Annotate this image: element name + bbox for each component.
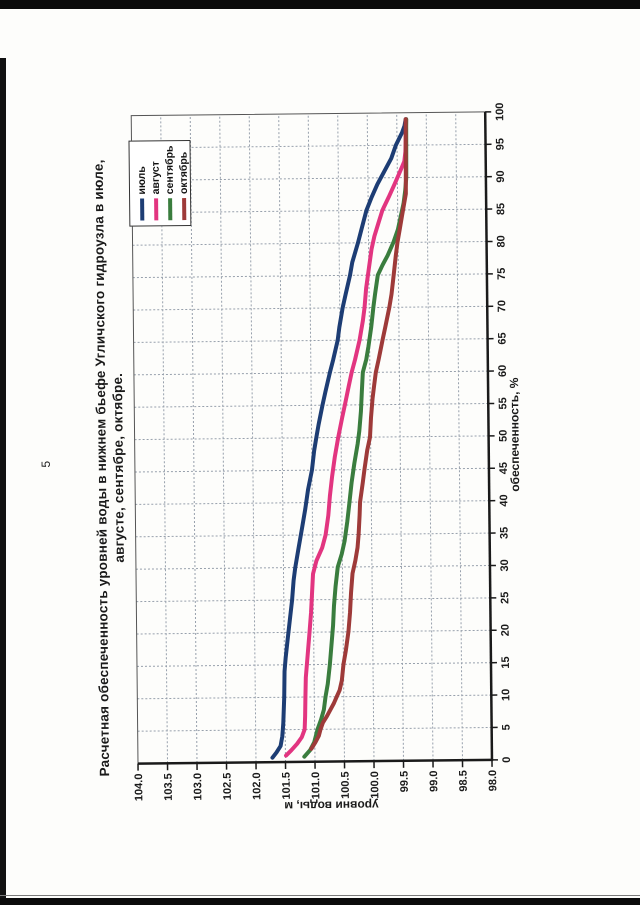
gridline-horizontal (307, 113, 316, 762)
x-tick-label: 95 (494, 138, 506, 150)
y-tick-label: 100.5 (340, 771, 352, 799)
scan-edge-top (0, 0, 640, 9)
x-tick-label: 10 (500, 689, 512, 701)
legend-label: сентябрь (163, 145, 176, 195)
legend-box: июль август сентябрь октябрь (128, 140, 192, 227)
x-tick-label: 40 (498, 494, 510, 506)
x-tick-label: 65 (497, 332, 509, 344)
x-tick-label: 80 (495, 235, 507, 247)
x-tick-label: 45 (498, 462, 510, 474)
scan-edge-shadow (0, 895, 640, 896)
y-tick-label: 98.0 (487, 770, 499, 792)
y-tick-label: 101.0 (310, 772, 322, 800)
gridline-vertical (135, 500, 490, 505)
legend-label: октябрь (177, 151, 190, 195)
x-tick-label: 15 (500, 656, 512, 668)
x-tick-label: 30 (499, 559, 511, 571)
y-tick-label: 102.0 (251, 772, 263, 800)
y-tick-label: 100.0 (369, 771, 381, 799)
x-tick-label: 70 (496, 300, 508, 312)
y-tick-label: 104.0 (133, 774, 145, 802)
y-axis-title: уровни воды, м (284, 798, 379, 814)
august-line-swatch (154, 198, 159, 221)
y-tick-label: 99.0 (428, 770, 440, 792)
y-tick-label: 102.5 (222, 773, 234, 801)
x-tick-label: 0 (501, 757, 513, 763)
x-tick-label: 75 (496, 268, 508, 280)
x-tick-label: 90 (495, 170, 507, 182)
y-tick-label: 99.5 (399, 771, 411, 793)
x-tick-label: 25 (499, 592, 511, 604)
legend-item-september: сентябрь (162, 141, 177, 221)
y-tick-label: 103.0 (192, 773, 204, 801)
october-line-swatch (182, 198, 187, 221)
scan-edge-bottom (0, 898, 640, 905)
legend-item-july: июль (134, 141, 149, 221)
legend-label: август (149, 161, 162, 195)
series-line-октябрь (309, 117, 408, 751)
gridline-vertical (131, 176, 486, 181)
y-tick-label: 101.5 (281, 772, 293, 800)
legend-label: июль (135, 166, 148, 195)
y-tick-label: 103.5 (163, 773, 175, 801)
gridline-vertical (132, 241, 487, 246)
series-line-август (284, 117, 409, 758)
x-tick-label: 20 (500, 624, 512, 636)
scan-edge-left (0, 58, 6, 905)
page-number: 5 (38, 460, 53, 468)
x-tick-label: 60 (497, 365, 509, 377)
gridline-vertical (135, 532, 490, 538)
x-tick-label: 100 (494, 103, 506, 121)
x-tick-label: 5 (501, 724, 513, 730)
y-tick-label: 98.5 (458, 770, 470, 792)
x-tick-label: 50 (498, 430, 510, 442)
series-line-сентябрь (302, 117, 409, 759)
gridline-horizontal (455, 112, 463, 761)
x-tick-label: 35 (499, 527, 511, 539)
legend-item-october: октябрь (176, 141, 191, 221)
x-tick-label: 55 (497, 397, 509, 409)
series-line-июль (270, 117, 408, 760)
x-tick-label: 85 (495, 203, 507, 215)
september-line-swatch (168, 198, 173, 221)
july-line-swatch (140, 198, 145, 221)
gridline-vertical (132, 208, 487, 214)
gridline-vertical (131, 143, 486, 149)
legend-item-august: август (148, 141, 163, 221)
gridline-horizontal (248, 114, 257, 763)
